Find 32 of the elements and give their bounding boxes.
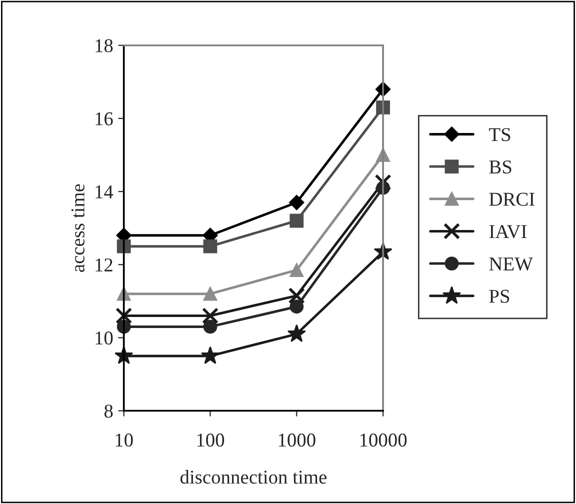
y-tick-label: 18 — [96, 39, 113, 52]
point — [374, 174, 392, 191]
y-tick-label: 16 — [96, 112, 113, 126]
point — [202, 307, 219, 324]
point — [200, 346, 220, 364]
y-tick-label: 12 — [96, 258, 112, 272]
x-tick-label: 10000 — [360, 434, 407, 447]
point — [287, 324, 306, 342]
legend-label: PS — [489, 290, 510, 303]
point — [290, 214, 304, 228]
legend-label: NEW — [489, 258, 533, 271]
point — [290, 263, 304, 278]
point — [289, 194, 304, 210]
legend-label: TS — [489, 128, 510, 142]
legend-label: DRCI — [489, 192, 534, 206]
legend-label: IAVI — [489, 225, 527, 238]
y-axis-title: access time — [71, 184, 84, 272]
y-tick-label: 8 — [104, 404, 113, 418]
x-tick-label: 1000 — [278, 434, 316, 447]
x-tick-label: 100 — [197, 434, 224, 447]
x-tick-label: 10 — [116, 434, 133, 447]
point — [290, 300, 304, 314]
point — [116, 239, 131, 254]
x-axis-title: disconnection time — [180, 470, 326, 484]
point — [203, 320, 218, 334]
y-tick-label: 10 — [96, 331, 113, 345]
point — [203, 239, 218, 254]
point — [116, 307, 132, 324]
point — [288, 287, 305, 304]
y-tick-label: 14 — [96, 185, 114, 198]
legend-label: BS — [489, 160, 512, 174]
point — [203, 286, 218, 301]
